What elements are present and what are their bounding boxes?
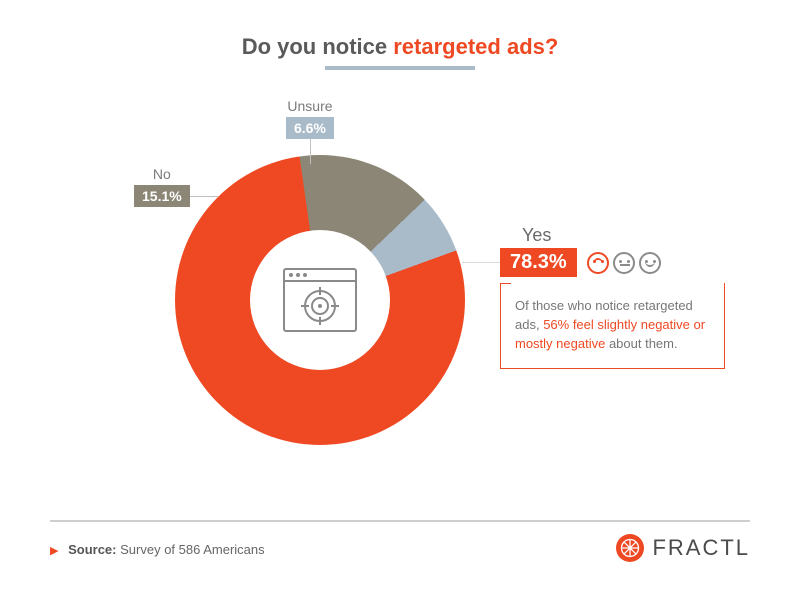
source-line: ▶ Source: Survey of 586 Americans [50, 542, 265, 557]
title-highlight: retargeted ads? [393, 34, 558, 59]
callout-unsure-leader [310, 138, 311, 164]
callout-no-label: No [134, 166, 190, 182]
callout-yes-value: 78.3% [500, 248, 577, 277]
browser-target-icon [283, 268, 357, 332]
footer-rule [50, 520, 750, 522]
title-prefix: Do you notice [242, 34, 394, 59]
callout-unsure-value: 6.6% [286, 117, 334, 139]
brand: FRACTL [616, 534, 750, 562]
source-label: Source: [68, 542, 116, 557]
source-text: Survey of 586 Americans [120, 542, 265, 557]
callout-yes-label: Yes [522, 225, 725, 246]
caret-icon: ▶ [50, 545, 58, 557]
chart-title: Do you notice retargeted ads? [0, 34, 800, 60]
brand-logo-icon [616, 534, 644, 562]
callout-unsure: Unsure 6.6% [286, 98, 334, 139]
sad-face-icon [587, 252, 609, 274]
emoji-row [587, 252, 661, 274]
callout-no-value: 15.1% [134, 185, 190, 207]
donut-chart [175, 155, 465, 445]
happy-face-icon [639, 252, 661, 274]
donut-hole [250, 230, 390, 370]
brand-text: FRACTL [652, 535, 750, 561]
yes-leader [462, 262, 500, 263]
callout-yes-annotation: Of those who notice retargeted ads, 56% … [500, 283, 725, 369]
infographic-canvas: Do you notice retargeted ads? [0, 0, 800, 602]
neutral-face-icon [613, 252, 635, 274]
callout-no-leader [190, 196, 218, 197]
title-underline [325, 66, 475, 70]
callout-yes-head: 78.3% [500, 248, 725, 277]
callout-yes: Yes 78.3% Of those who notice retargeted… [500, 225, 725, 369]
callout-unsure-label: Unsure [286, 98, 334, 114]
callout-no: No 15.1% [134, 166, 190, 207]
